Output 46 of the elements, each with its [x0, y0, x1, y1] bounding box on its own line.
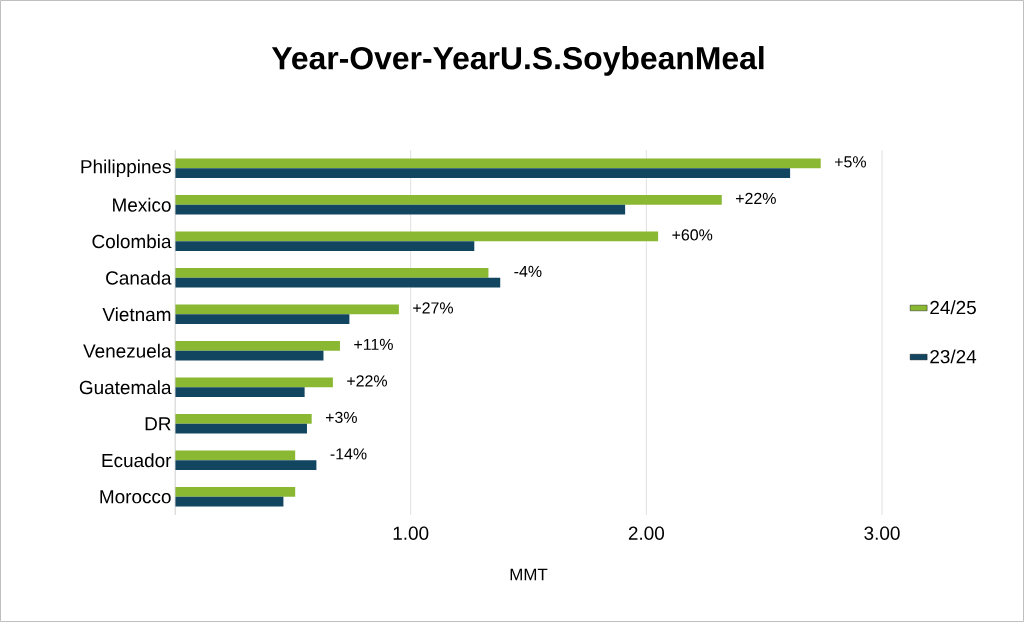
bar	[175, 304, 399, 315]
annotation: +60%	[672, 229, 713, 241]
bar	[175, 486, 296, 497]
bar	[175, 340, 340, 351]
bar	[175, 423, 307, 434]
y-tick-label: Vietnam	[102, 307, 171, 322]
bar	[175, 267, 489, 278]
y-tick-label: Venezuela	[83, 343, 172, 358]
x-tick-label: 2.00	[628, 526, 665, 540]
x-axis-title: MMT	[510, 568, 548, 581]
y-tick-label: Philippines	[81, 159, 171, 178]
legend-label: 23/24	[930, 349, 977, 364]
bar	[175, 277, 501, 288]
bar	[175, 204, 626, 215]
y-tick-label: Canada	[106, 270, 172, 285]
bar	[175, 450, 296, 461]
x-tick-label: 3.00	[864, 526, 900, 540]
y-tick-label: Ecuador	[102, 453, 172, 468]
bar	[175, 496, 284, 507]
annotation: +3%	[325, 411, 357, 424]
bar	[175, 231, 659, 242]
annotation: +22%	[736, 192, 776, 204]
annotation: +11%	[354, 338, 393, 350]
annotation: +27%	[413, 302, 454, 314]
chart-title: Year-Over-YearU.S.SoybeanMeal	[271, 46, 764, 76]
bar	[175, 241, 475, 252]
y-tick-label: Mexico	[113, 197, 171, 212]
bar	[175, 413, 312, 424]
legend-label: 24/25	[930, 300, 976, 315]
annotation: -14%	[330, 448, 367, 460]
bar	[175, 387, 305, 398]
annotation: +5%	[835, 156, 866, 168]
bar	[175, 158, 821, 169]
bar	[175, 460, 317, 471]
annotation: -4%	[514, 265, 542, 277]
y-tick-label: Colombia	[92, 234, 172, 249]
y-tick-label: DR	[145, 417, 171, 431]
annotation: +22%	[347, 375, 388, 387]
bar	[175, 168, 791, 179]
x-tick-label: 1.00	[393, 526, 429, 540]
bar	[175, 194, 722, 205]
bar	[175, 350, 324, 361]
y-tick-label: Guatemala	[79, 380, 172, 395]
bar	[175, 377, 333, 388]
bar	[175, 314, 350, 325]
y-tick-label: Morocco	[100, 490, 171, 504]
